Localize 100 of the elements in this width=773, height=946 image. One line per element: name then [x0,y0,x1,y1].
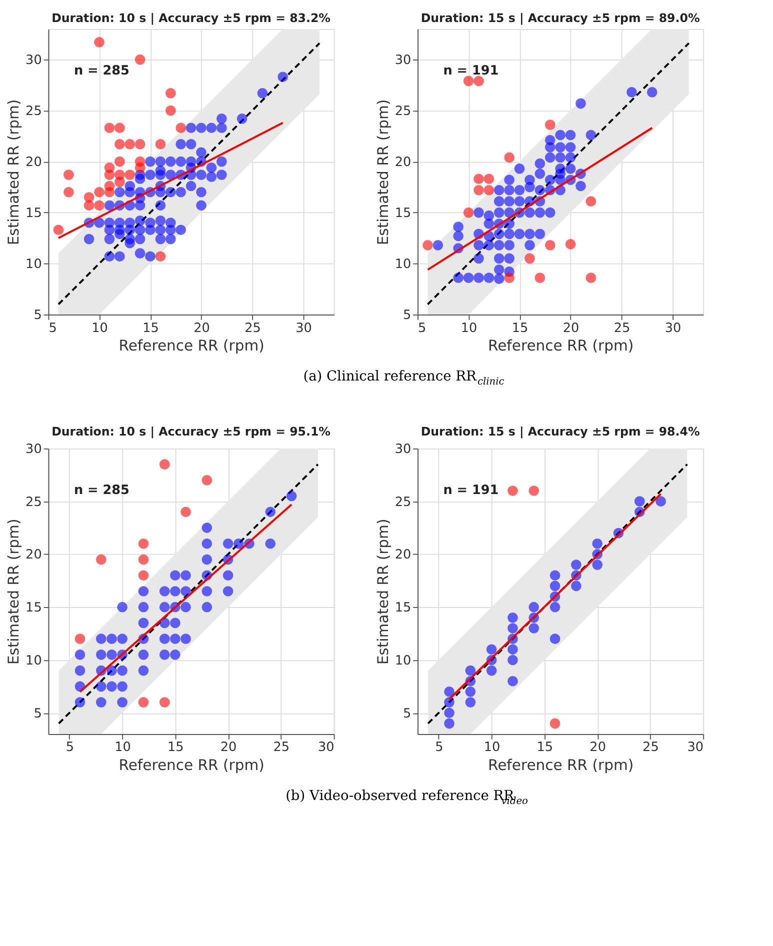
point [134,139,146,150]
point [96,697,106,708]
point [159,602,170,612]
point [138,665,149,676]
point [265,538,276,549]
x-tick-label: 15 [168,740,184,756]
point [159,650,170,660]
y-tick-label: 10 [26,653,42,668]
y-tick-label: 10 [26,256,42,272]
x-tick-label: 20 [562,320,580,336]
x-tick-label: 15 [142,320,159,336]
point [465,686,476,697]
point [286,490,297,502]
point [165,88,176,98]
point [63,186,74,198]
x-tick-label: 5 [66,740,74,756]
x-tick-label: 10 [460,320,478,336]
x-tick-label: 15 [536,740,554,756]
point [180,506,191,518]
point [159,697,170,708]
point [586,196,596,206]
y-axis-title: Estimated RR (rpm) [374,518,392,665]
annotation: n = 191 [443,63,499,78]
annotation: n = 285 [74,482,130,498]
point [222,586,234,596]
point [528,602,540,612]
point [444,697,454,708]
y-axis-title: Estimated RR (rpm) [6,518,23,665]
point [444,686,454,697]
point [444,708,454,718]
x-tick-label: 25 [273,740,290,756]
y-tick-label: 20 [26,548,42,563]
point [114,176,125,188]
point [474,184,484,196]
point [571,580,582,592]
point [84,200,94,211]
point [524,253,535,264]
point [202,538,212,549]
point [528,486,540,496]
point [592,560,602,570]
y-tick-label: 15 [26,206,42,221]
point [202,475,212,486]
x-tick-label: 25 [614,320,630,336]
point [474,174,484,184]
point [170,618,180,628]
point [106,650,117,660]
point [155,139,166,150]
y-tick-label: 30 [394,52,412,68]
point [550,580,560,592]
point [265,506,276,518]
point [180,586,191,596]
x-tick-label: 30 [687,740,704,756]
point [550,634,560,644]
point [592,538,602,549]
y-tick-label: 25 [394,104,412,119]
y-tick-label: 5 [402,308,412,323]
point [202,586,212,596]
x-axis-title: Reference RR (rpm) [118,756,264,774]
y-tick-label: 20 [394,154,412,170]
point [222,538,234,549]
x-tick-label: 20 [590,740,606,756]
point [528,623,540,634]
point [117,602,128,612]
point [134,54,146,65]
annotation: n = 191 [443,482,499,498]
point [138,554,149,565]
point [74,634,86,644]
annotation: n = 285 [74,63,130,78]
point [159,459,170,470]
point [96,554,106,565]
y-axis-title: Estimated RR (rpm) [6,99,23,246]
point [565,239,576,250]
point [138,697,149,708]
point [117,634,128,644]
x-tick-label: 30 [296,320,312,336]
point [463,207,474,218]
point [94,186,104,198]
y-tick-label: 5 [402,706,412,722]
point [180,570,191,581]
point [170,586,180,596]
x-tick-label: 20 [220,740,237,756]
point [465,665,476,676]
point [465,697,476,708]
x-axis-title: Reference RR (rpm) [488,337,634,354]
point [534,272,546,283]
point [138,586,149,596]
point [586,272,596,283]
point [550,602,560,612]
x-tick-label: 25 [244,320,261,336]
point [138,602,149,612]
point [484,174,494,184]
point [571,560,582,570]
y-axis-title: Estimated RR (rpm) [374,99,392,246]
y-tick-label: 5 [34,308,42,323]
point [202,554,212,565]
y-tick-label: 30 [26,442,42,457]
point [117,681,128,692]
point [508,654,518,666]
point [74,665,86,676]
point [63,170,74,180]
